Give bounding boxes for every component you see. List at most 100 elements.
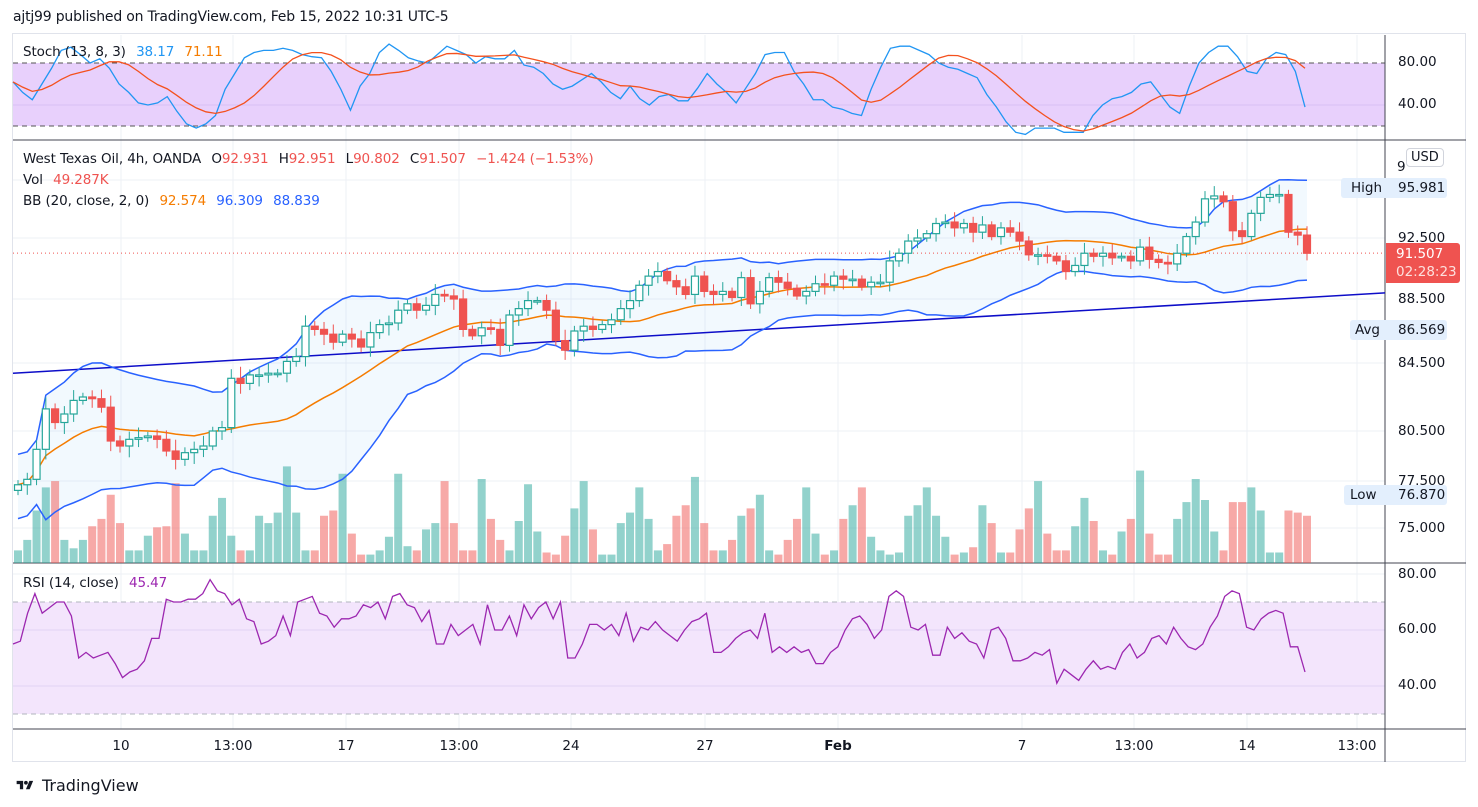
bb-fill [18, 179, 1307, 520]
currency-button[interactable]: USD [1406, 148, 1444, 167]
bb-lower-value: 88.839 [273, 193, 320, 209]
volume-bar [765, 550, 774, 563]
candle-body [820, 283, 829, 286]
price-tick: 88.500 [1398, 291, 1446, 307]
published-header: ajtj99 published on TradingView.com, Feb… [13, 9, 449, 25]
candle-body [514, 308, 523, 316]
rsi-tick-80: 80.00 [1398, 566, 1437, 582]
candle-body [477, 327, 486, 337]
volume-bar [468, 550, 477, 563]
candle-body [1061, 260, 1070, 273]
volume-bar [1034, 481, 1043, 563]
candle-body [978, 224, 987, 233]
candle-body [941, 221, 950, 225]
volume-bar [1043, 533, 1052, 563]
bb-legend: BB (20, close, 2, 0) 92.574 96.309 88.83… [23, 193, 326, 209]
candle-body [264, 372, 273, 376]
tradingview-brand: TradingView [42, 776, 139, 795]
volume-bar [449, 523, 458, 563]
candle-body [217, 427, 227, 432]
tradingview-logo[interactable]: TradingView [14, 776, 139, 795]
candle-body [1154, 258, 1163, 264]
rsi-line [12, 578, 1306, 686]
candle-body [171, 450, 180, 460]
x-tick: 7 [1017, 738, 1027, 754]
volume-bar [1089, 521, 1098, 563]
candle-body [329, 333, 338, 343]
volume-bar [1182, 502, 1191, 563]
rsi-title: RSI (14, close) [23, 575, 119, 591]
volume-bar [320, 515, 329, 563]
volume-bar [106, 494, 115, 563]
volume-bar [1191, 479, 1200, 563]
volume-bar [802, 487, 811, 563]
avg-marker: Avg 86.569 [1350, 320, 1447, 340]
candle-body [97, 398, 106, 408]
stoch-k-value: 38.17 [136, 44, 175, 60]
candle-body [746, 277, 755, 305]
candle-body [996, 227, 1006, 238]
x-tick: 13:00 [439, 738, 479, 754]
volume-legend: Vol 49.287K [23, 172, 115, 188]
volume-bar [1108, 554, 1117, 563]
volume-bar [505, 550, 514, 563]
candle-body [598, 324, 607, 331]
price-tick: 80.500 [1398, 423, 1446, 439]
candle-body [792, 287, 802, 297]
candle-body [1126, 255, 1135, 262]
volume-bar [885, 554, 894, 563]
volume-bar [941, 536, 950, 563]
volume-bar [653, 550, 662, 563]
volume-bar [932, 515, 941, 563]
volume-bar [570, 508, 579, 563]
volume-bar [384, 536, 393, 563]
candle-body [718, 290, 727, 296]
candle-body [969, 222, 978, 233]
candle-body [727, 290, 737, 299]
candle-body [282, 360, 292, 374]
candle-body [635, 284, 644, 302]
candle-body [904, 240, 913, 254]
x-tick: 10 [112, 738, 130, 754]
rsi-legend: RSI (14, close) 45.47 [23, 575, 173, 591]
high-marker-value: 95.981 [1398, 180, 1446, 196]
volume-bar [1265, 552, 1274, 563]
stoch-tick-80: 80.00 [1398, 54, 1437, 70]
symbol-title[interactable]: West Texas Oil, 4h, OANDA [23, 151, 202, 167]
candle-body [551, 309, 560, 342]
volume-bar [282, 466, 291, 563]
candle-body [783, 281, 792, 289]
volume-bar [700, 523, 709, 563]
volume-bar [199, 550, 208, 563]
candle-body [41, 408, 50, 450]
volume-bar [533, 531, 542, 563]
volume-bar [440, 481, 449, 563]
volume-title: Vol [23, 172, 43, 188]
volume-bar [811, 533, 820, 563]
volume-bar [88, 526, 97, 563]
candle-body [709, 290, 718, 296]
volume-bar [783, 539, 792, 563]
candle-body [561, 340, 570, 351]
candle-body [1145, 246, 1154, 260]
high-marker: High 95.981 [1341, 178, 1447, 198]
volume-bar [894, 552, 903, 563]
open-value: 92.931 [221, 151, 269, 167]
volume-bar [190, 550, 199, 563]
volume-bar [366, 554, 375, 563]
rsi-tick-40: 40.00 [1398, 677, 1437, 693]
candle-body [227, 377, 236, 429]
volume-bar [1293, 512, 1302, 563]
candle-body [802, 290, 811, 297]
volume-bar [737, 515, 746, 563]
candle-body [672, 280, 681, 288]
volume-bar [1210, 531, 1219, 563]
candle-body [653, 270, 662, 277]
low-marker: Low 76.870 [1344, 485, 1447, 505]
volume-bar [1275, 552, 1284, 563]
volume-bar [524, 484, 533, 563]
candle-body [542, 300, 551, 311]
candle-body [375, 324, 384, 334]
candle-body [959, 222, 968, 229]
